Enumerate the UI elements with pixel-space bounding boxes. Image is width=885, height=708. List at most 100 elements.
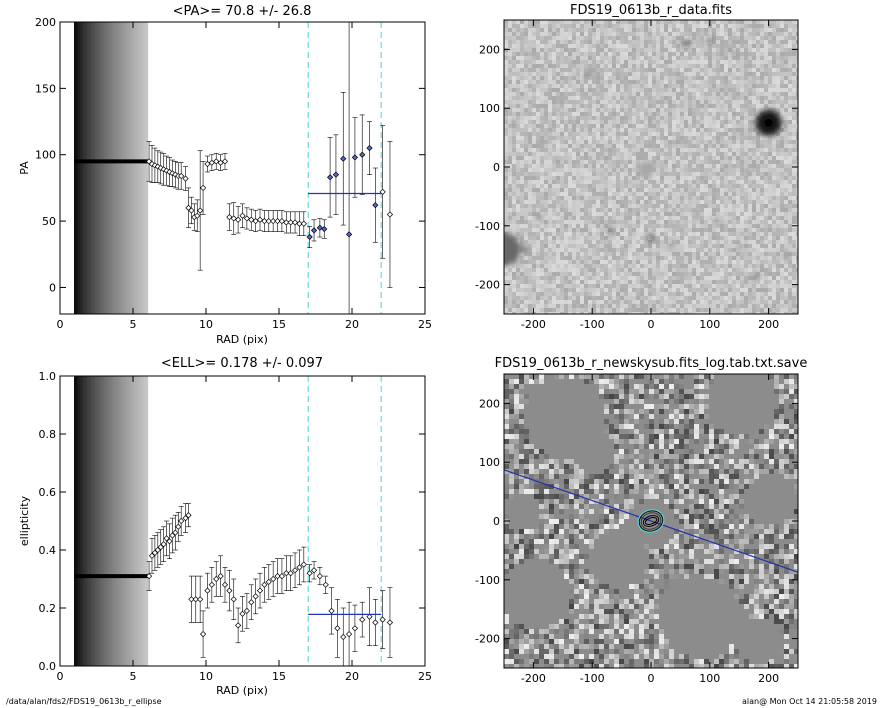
noise-pixel [780,160,784,164]
noise-pixel [596,32,600,36]
noise-pixel [728,44,732,48]
noise-pixel [648,96,652,100]
noise-pixel [788,36,792,40]
noise-pixel [556,56,560,60]
noise-pixel [628,152,632,156]
noise-pixel [596,76,600,80]
noise-pixel [664,200,668,204]
noise-pixel [536,76,540,80]
data-point [199,631,207,638]
noise-pixel [536,232,540,236]
noise-pixel [576,172,580,176]
noise-pixel [748,56,752,60]
noise-pixel [532,124,536,128]
noise-pixel [772,152,776,156]
noise-pixel [576,96,580,100]
noise-pixel [796,184,798,188]
noise-pixel [684,48,688,52]
noise-pixel [628,92,632,96]
y-tick-label: 50 [42,215,56,228]
noise-pixel [660,124,664,128]
noise-pixel [756,232,760,236]
noise-pixel [564,100,568,104]
noise-pixel [744,40,748,44]
noise-pixel [528,124,532,128]
noise-pixel [664,164,668,168]
noise-pixel [684,172,688,176]
noise-pixel [712,224,716,228]
noise-pixel [520,128,524,132]
noise-pixel [532,156,536,160]
noise-pixel [628,60,632,64]
noise-pixel [544,108,548,112]
noise-pixel [732,20,736,24]
noise-pixel [608,100,612,104]
noise-pixel [772,52,776,56]
noise-pixel [656,168,660,172]
noise-pixel [672,164,676,168]
noise-pixel [768,244,772,248]
noise-pixel [528,56,532,60]
noise-pixel [544,132,548,136]
noise-pixel [724,176,728,180]
noise-pixel [584,120,588,124]
noise-pixel [776,160,780,164]
noise-pixel [688,184,692,188]
noise-pixel [580,64,584,68]
noise-pixel [708,220,712,224]
noise-pixel [560,164,564,168]
noise-pixel [672,200,676,204]
noise-pixel [616,88,620,92]
noise-pixel [784,80,788,84]
noise-pixel [708,200,712,204]
noise-pixel [696,168,700,172]
noise-pixel [520,200,524,204]
noise-pixel [712,228,716,232]
noise-pixel [728,88,732,92]
noise-pixel [748,152,752,156]
noise-pixel [700,168,704,172]
noise-pixel [756,244,760,248]
noise-pixel [668,204,672,208]
noise-pixel [580,216,584,220]
noise-pixel [664,68,668,72]
noise-pixel [616,124,620,128]
noise-pixel [512,208,516,212]
noise-pixel [712,32,716,36]
noise-pixel [520,240,524,244]
noise-pixel [780,164,784,168]
noise-pixel [708,96,712,100]
noise-pixel [596,68,600,72]
noise-pixel [600,184,604,188]
noise-pixel [760,40,764,44]
noise-pixel [788,228,792,232]
noise-pixel [792,184,796,188]
noise-pixel [660,164,664,168]
noise-pixel [740,28,744,32]
noise-pixel [796,120,798,124]
noise-pixel [576,48,580,52]
noise-pixel [536,160,540,164]
noise-pixel [676,196,680,200]
noise-pixel [640,92,644,96]
noise-pixel [724,144,728,148]
noise-pixel [688,180,692,184]
noise-pixel [748,148,752,152]
noise-pixel [560,192,564,196]
noise-pixel [552,52,556,56]
noise-pixel [560,60,564,64]
noise-pixel [644,108,648,112]
noise-pixel [652,116,656,120]
noise-pixel [672,224,676,228]
noise-pixel [564,72,568,76]
noise-pixel [576,216,580,220]
noise-pixel [784,76,788,80]
noise-pixel [776,56,780,60]
noise-pixel [600,60,604,64]
noise-pixel [568,152,572,156]
noise-pixel [564,176,568,180]
noise-pixel [536,136,540,140]
noise-pixel [680,212,684,216]
noise-pixel [660,236,664,240]
noise-pixel [784,128,788,132]
